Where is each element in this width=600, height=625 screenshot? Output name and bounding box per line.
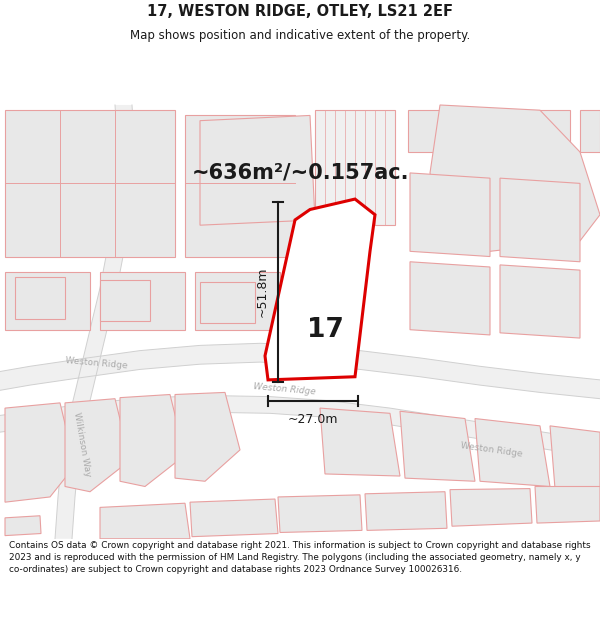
Text: Weston Ridge: Weston Ridge [253,382,317,396]
Polygon shape [365,492,447,531]
Polygon shape [65,399,130,492]
Text: ~51.8m: ~51.8m [256,267,269,318]
Polygon shape [0,343,600,399]
Polygon shape [5,516,41,536]
Text: 17: 17 [307,317,343,342]
Text: Contains OS data © Crown copyright and database right 2021. This information is : Contains OS data © Crown copyright and d… [9,541,590,574]
Polygon shape [320,408,400,476]
Text: Map shows position and indicative extent of the property.: Map shows position and indicative extent… [130,29,470,42]
Polygon shape [278,495,362,532]
Polygon shape [450,489,532,526]
Polygon shape [265,199,375,380]
Polygon shape [315,110,395,225]
Polygon shape [190,499,278,537]
Polygon shape [500,265,580,338]
Text: ~27.0m: ~27.0m [288,413,338,426]
Polygon shape [195,272,280,330]
Text: Wilkinson Way: Wilkinson Way [72,412,92,478]
Polygon shape [15,278,65,319]
Polygon shape [120,394,185,486]
Polygon shape [580,110,600,152]
Polygon shape [100,503,190,539]
Polygon shape [500,178,580,262]
Polygon shape [55,105,133,539]
Polygon shape [535,486,600,523]
Polygon shape [410,262,490,335]
Polygon shape [550,426,600,492]
Polygon shape [410,173,490,256]
Polygon shape [5,110,175,256]
Polygon shape [475,419,550,486]
Polygon shape [175,392,240,481]
Text: ~636m²/~0.157ac.: ~636m²/~0.157ac. [191,163,409,183]
Polygon shape [100,272,185,330]
Polygon shape [408,110,450,152]
Polygon shape [200,282,255,323]
Polygon shape [460,110,510,152]
Text: Weston Ridge: Weston Ridge [460,441,523,459]
Text: 17, WESTON RIDGE, OTLEY, LS21 2EF: 17, WESTON RIDGE, OTLEY, LS21 2EF [147,4,453,19]
Polygon shape [400,411,475,481]
Polygon shape [5,403,75,502]
Text: Weston Ridge: Weston Ridge [65,356,128,371]
Polygon shape [430,105,600,251]
Polygon shape [0,396,600,458]
Polygon shape [200,116,315,225]
Polygon shape [185,116,295,256]
Polygon shape [520,110,570,152]
Polygon shape [100,279,150,321]
Polygon shape [5,272,90,330]
